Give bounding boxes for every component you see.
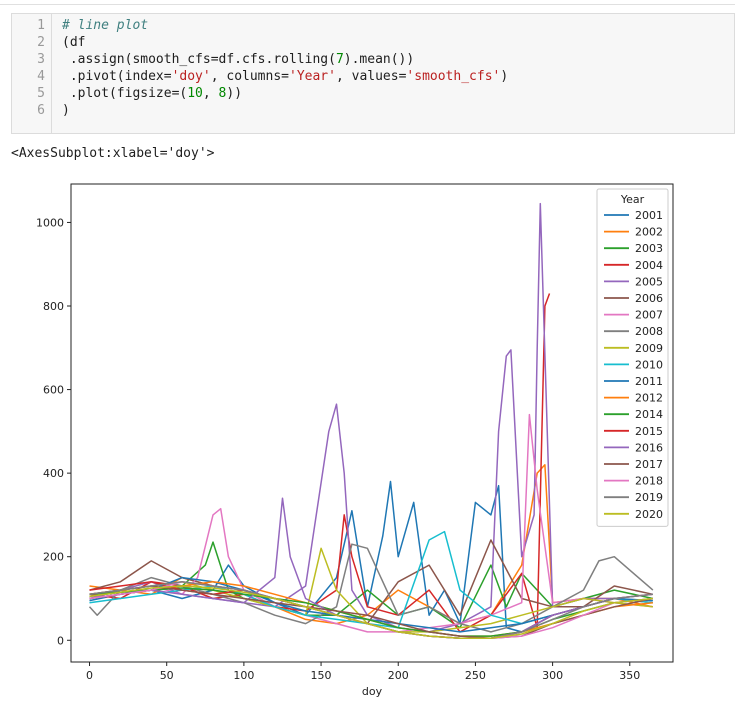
x-tick-label: 250 [465, 669, 486, 682]
code-token: , values= [335, 69, 407, 84]
code-token: ).mean()) [343, 52, 415, 67]
series-line-2005 [89, 202, 653, 633]
x-tick-label: 100 [233, 669, 254, 682]
line-number: 1 [37, 18, 45, 33]
y-tick-label: 600 [43, 384, 64, 397]
legend-entry: 2004 [635, 259, 663, 272]
line-chart: 0 50 100 150 200 250 300 350 0 200 400 600 800 1000 do… [36, 183, 674, 698]
legend-entry: 2009 [635, 342, 663, 355]
x-tick-label: 200 [388, 669, 409, 682]
legend-entry: 2015 [635, 425, 663, 438]
line-number: 4 [37, 69, 45, 84]
line-number: 2 [37, 35, 45, 50]
axes-frame [70, 183, 674, 663]
code-cell[interactable]: 1 2 3 4 5 6 # line plot (df .assign(smooth_cfs… [11, 13, 735, 134]
code-editor[interactable]: # line plot (df .assign(smooth_cfs=df.cfs… [62, 17, 508, 119]
code-line: .assign(smooth_cfs=df.cfs.rolling(7).mea… [62, 51, 508, 68]
legend-entry: 2006 [635, 292, 663, 305]
legend-entry: 2003 [635, 242, 663, 255]
code-token: 'Year' [289, 69, 336, 84]
legend-entry: 2016 [635, 441, 663, 454]
line-number: 6 [37, 103, 45, 118]
code-token: .pivot(index= [62, 69, 172, 84]
code-line: .pivot(index='doy', columns='Year', valu… [62, 68, 508, 85]
line-number: 5 [37, 86, 45, 101]
code-token: , [202, 86, 219, 101]
code-token: )) [226, 86, 243, 101]
code-token: .assign(smooth_cfs=df.cfs.rolling( [62, 52, 336, 67]
code-token: 'smooth_cfs' [406, 69, 501, 84]
code-token: 7 [335, 52, 344, 67]
series-line-2007 [89, 413, 653, 633]
line-number: 3 [37, 52, 45, 67]
top-divider [0, 4, 735, 5]
x-tick-label: 50 [160, 669, 174, 682]
legend-entry: 2002 [635, 226, 663, 239]
series-line-2001 [89, 480, 653, 633]
y-tick-label: 0 [57, 634, 64, 647]
line-number-gutter: 1 2 3 4 5 6 [12, 14, 52, 133]
legend-entry: 2014 [635, 408, 663, 421]
plot-axes: 0 50 100 150 200 250 300 350 0 200 400 600 800 1000 do… [36, 183, 674, 698]
plot-series [88, 202, 654, 639]
legend-entry: 2010 [635, 358, 663, 371]
legend-entry: 2001 [635, 209, 663, 222]
legend-entry: 2017 [635, 458, 663, 471]
x-tick-label: 150 [311, 669, 332, 682]
legend-entry: 2005 [635, 275, 663, 288]
x-tick-label: 300 [542, 669, 563, 682]
series-line-2002 [89, 464, 654, 625]
legend-entry: 2011 [635, 375, 663, 388]
code-token: # line plot [62, 18, 149, 33]
legend-entry: 2018 [635, 475, 663, 488]
code-token: 8 [218, 86, 227, 101]
y-tick-label: 800 [43, 300, 64, 313]
series-line-2004 [89, 293, 551, 633]
series-line-2008 [88, 543, 654, 633]
cell-output-text: <AxesSubplot:xlabel='doy'> [11, 146, 215, 161]
code-token: ) [500, 69, 509, 84]
legend-entry: 2012 [635, 392, 663, 405]
y-tick-label: 1000 [36, 216, 64, 229]
code-line: # line plot [62, 17, 508, 34]
x-tick-label: 0 [86, 669, 93, 682]
y-tick-label: 200 [43, 551, 64, 564]
legend-entry: 2020 [635, 508, 663, 521]
legend-box [596, 188, 669, 527]
y-tick-label: 400 [43, 467, 64, 480]
legend: Year 2001 2002 2003 2004 2005 2006 2007 2008 2009… [596, 188, 669, 527]
legend-entry: 2008 [635, 325, 663, 338]
series-line-2020 [89, 585, 653, 639]
code-token: 10 [187, 86, 203, 101]
x-axis-label: doy [362, 685, 383, 698]
series-line-2003 [89, 541, 654, 629]
code-line: .plot(figsize=(10, 8)) [62, 85, 508, 102]
code-token: .plot(figsize=( [62, 86, 188, 101]
legend-title: Year [620, 193, 645, 206]
code-token: (df [62, 35, 86, 50]
legend-entry: 2019 [635, 491, 663, 504]
code-token: 'doy' [171, 69, 211, 84]
code-token: , columns= [210, 69, 289, 84]
legend-entry: 2007 [635, 309, 663, 322]
code-line: ) [62, 102, 508, 119]
code-line: (df [62, 34, 508, 51]
x-tick-label: 350 [619, 669, 640, 682]
code-token: ) [62, 103, 70, 118]
